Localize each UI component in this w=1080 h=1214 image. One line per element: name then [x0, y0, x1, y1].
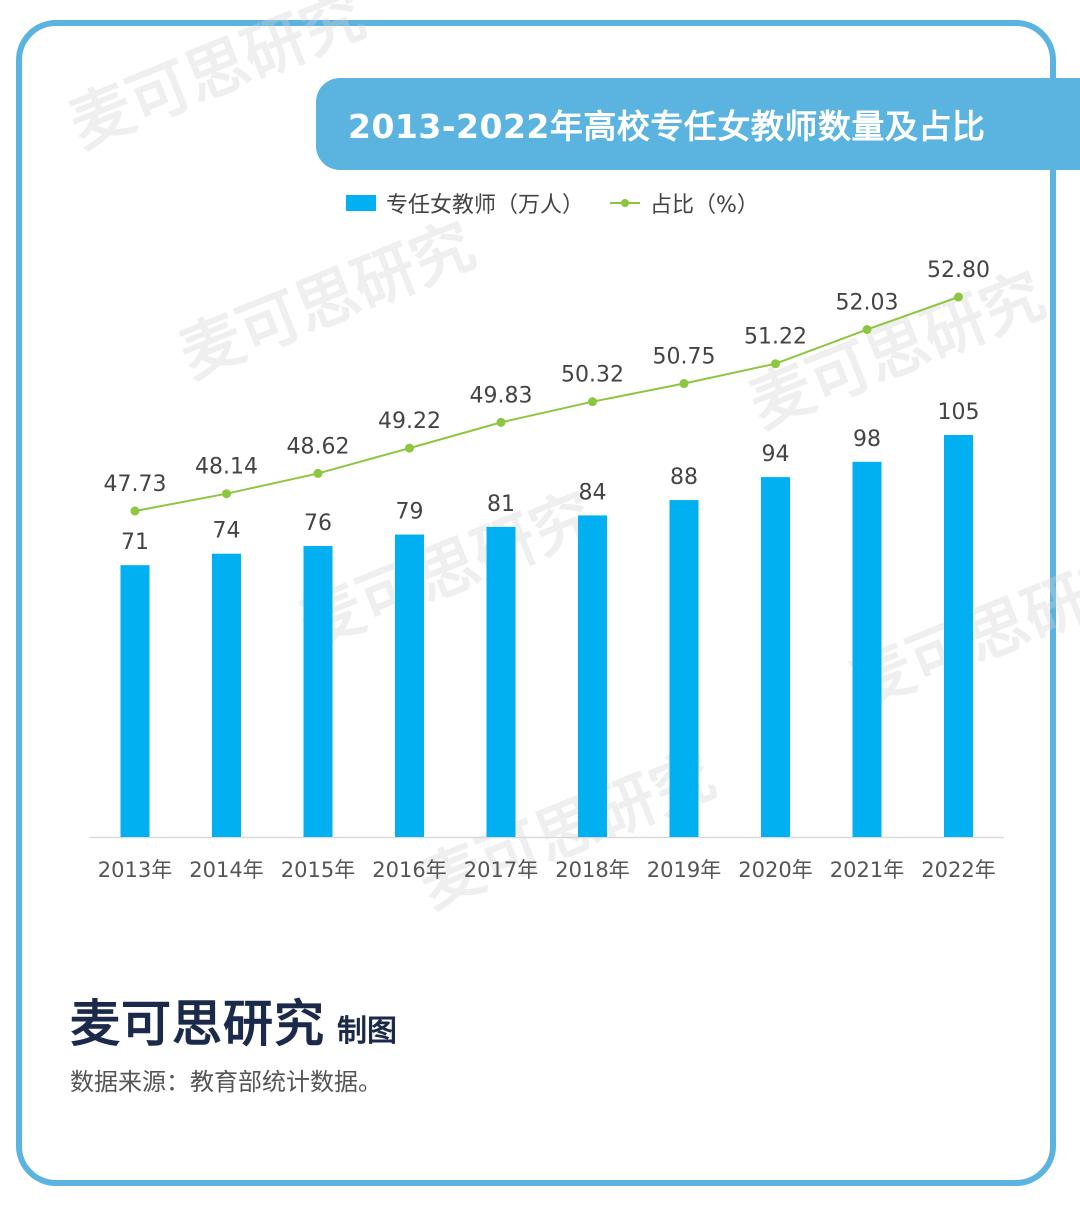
- x-tick-label: 2019年: [647, 858, 721, 882]
- legend-line-swatch: [610, 195, 641, 211]
- line-point: [496, 417, 506, 427]
- bar: [395, 534, 424, 837]
- brand-name: 麦可思研究: [70, 995, 325, 1053]
- x-tick-label: 2021年: [830, 858, 904, 882]
- bar-value-label: 71: [121, 530, 149, 555]
- line-value-label: 47.73: [104, 472, 167, 497]
- title-banner: 2013-2022年高校专任女教师数量及占比: [316, 78, 1080, 170]
- x-tick-label: 2015年: [281, 858, 355, 882]
- line-value-label: 48.62: [287, 434, 350, 459]
- bar: [303, 546, 333, 837]
- x-tick-label: 2016年: [372, 858, 446, 882]
- legend-line-label: 占比（%）: [650, 193, 759, 218]
- legend-bar-swatch: [346, 195, 376, 211]
- bar-value-label: 79: [396, 500, 424, 525]
- line-value-label: 52.03: [836, 291, 899, 316]
- bar-value-label: 88: [670, 465, 698, 490]
- card-frame: [16, 20, 1056, 1186]
- line-point: [405, 443, 414, 453]
- bar: [486, 526, 516, 837]
- brand-suffix: 制图: [337, 1014, 397, 1049]
- bar-value-label: 105: [938, 400, 980, 425]
- x-tick-label: 2020年: [738, 858, 812, 882]
- line-point: [771, 359, 780, 369]
- x-tick-label: 2017年: [464, 858, 538, 882]
- line-point: [679, 379, 689, 389]
- bar-value-label: 81: [487, 492, 515, 517]
- line-value-label: 52.80: [927, 258, 990, 283]
- legend: 专任女教师（万人） 占比（%）: [346, 186, 759, 220]
- bar: [120, 565, 150, 837]
- x-tick-label: 2022年: [921, 858, 995, 882]
- bar: [669, 500, 699, 837]
- bar-value-label: 84: [579, 480, 607, 505]
- line-value-label: 49.83: [470, 383, 533, 408]
- line-value-label: 48.14: [195, 455, 258, 480]
- bar: [761, 477, 790, 837]
- line-point: [222, 489, 231, 499]
- line-point: [130, 506, 140, 516]
- bar: [852, 461, 882, 837]
- chart-title: 2013-2022年高校专任女教师数量及占比: [348, 107, 986, 146]
- bar-value-label: 98: [853, 427, 881, 452]
- line-value-label: 49.22: [378, 409, 441, 434]
- line-point: [313, 468, 323, 478]
- line-value-label: 50.75: [653, 345, 716, 370]
- bar: [944, 435, 973, 837]
- bar-value-label: 74: [213, 519, 241, 544]
- bar: [578, 515, 607, 837]
- brand: 麦可思研究 制图: [70, 984, 397, 1056]
- line-point: [954, 292, 963, 302]
- bar-value-label: 94: [762, 442, 790, 467]
- x-tick-label: 2013年: [98, 858, 172, 882]
- bar-value-label: 76: [304, 511, 332, 536]
- line-point: [588, 397, 597, 407]
- legend-bar-label: 专任女教师（万人）: [386, 193, 585, 218]
- line-point: [862, 325, 872, 335]
- bar: [212, 553, 241, 837]
- line-series: [134, 296, 959, 512]
- x-tick-label: 2014年: [189, 858, 263, 882]
- data-source-note: 数据来源：教育部统计数据。: [70, 1068, 382, 1096]
- line-value-label: 51.22: [744, 325, 807, 350]
- line-value-label: 50.32: [561, 363, 624, 388]
- x-tick-label: 2018年: [555, 858, 629, 882]
